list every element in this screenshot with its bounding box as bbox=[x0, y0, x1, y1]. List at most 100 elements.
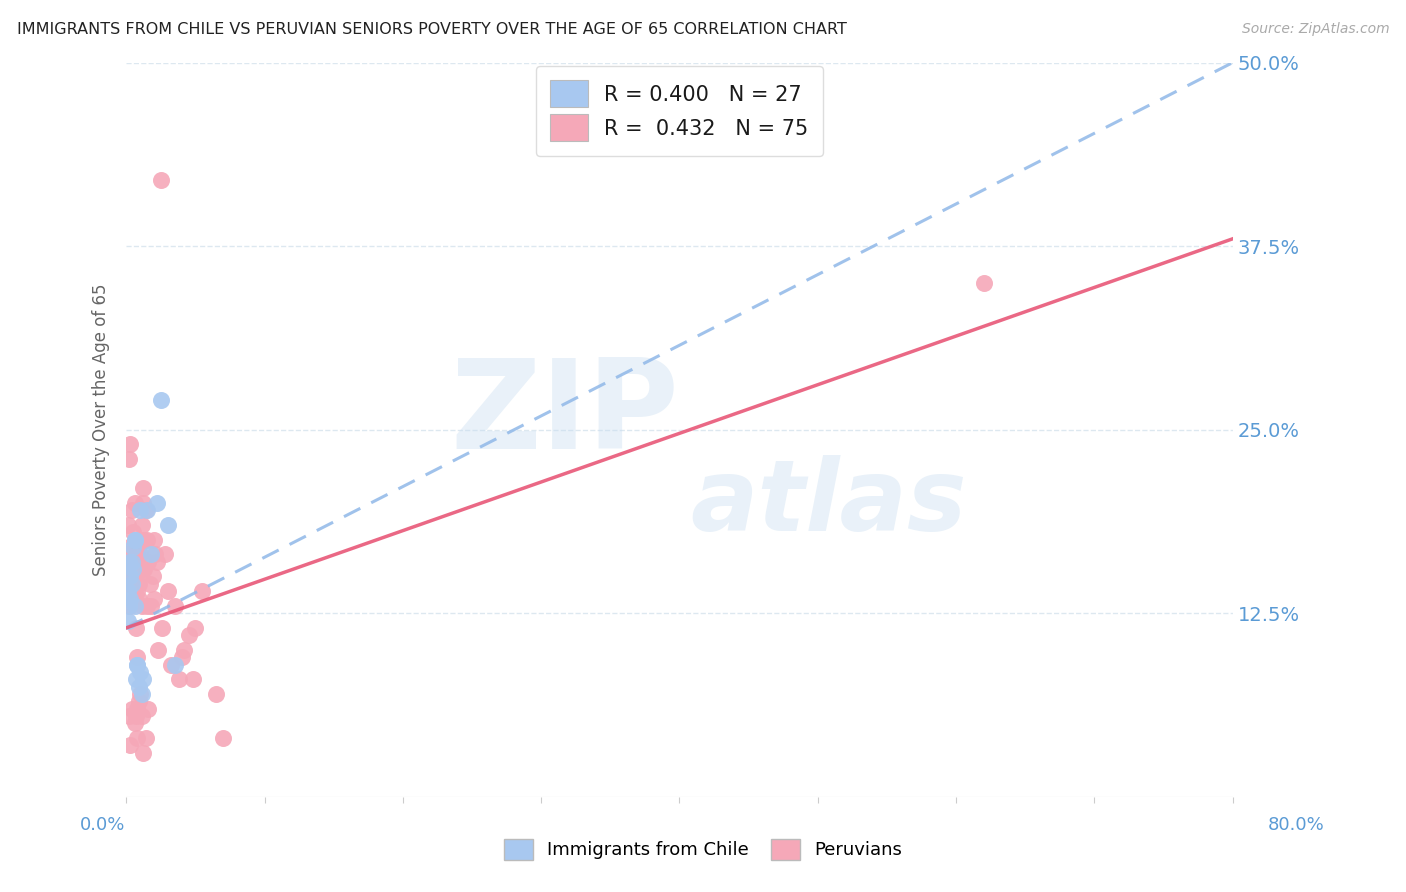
Point bbox=[121, 569, 143, 583]
Point bbox=[131, 687, 153, 701]
Point bbox=[127, 650, 149, 665]
Legend: Immigrants from Chile, Peruvians: Immigrants from Chile, Peruvians bbox=[496, 831, 910, 867]
Point bbox=[135, 731, 157, 745]
Point bbox=[132, 673, 155, 687]
Point bbox=[125, 673, 148, 687]
Point bbox=[117, 614, 139, 628]
Point bbox=[136, 503, 159, 517]
Point bbox=[121, 577, 143, 591]
Point bbox=[121, 555, 143, 569]
Point bbox=[127, 584, 149, 599]
Point bbox=[125, 709, 148, 723]
Point bbox=[136, 599, 159, 613]
Point bbox=[128, 591, 150, 606]
Point bbox=[135, 503, 157, 517]
Point bbox=[128, 694, 150, 708]
Point bbox=[143, 591, 166, 606]
Point bbox=[212, 731, 235, 745]
Point bbox=[122, 577, 145, 591]
Point bbox=[125, 540, 148, 554]
Point bbox=[129, 548, 152, 562]
Point bbox=[132, 482, 155, 496]
Point bbox=[128, 680, 150, 694]
Point bbox=[143, 548, 166, 562]
Point bbox=[156, 518, 179, 533]
Point bbox=[127, 701, 149, 715]
Point bbox=[124, 599, 146, 613]
Point bbox=[145, 555, 167, 569]
Point bbox=[129, 665, 152, 679]
Point bbox=[134, 533, 156, 547]
Point bbox=[973, 276, 995, 290]
Point bbox=[163, 599, 186, 613]
Point bbox=[118, 577, 141, 591]
Point bbox=[131, 518, 153, 533]
Point bbox=[117, 548, 139, 562]
Point bbox=[127, 731, 149, 745]
Point bbox=[122, 540, 145, 554]
Text: ZIP: ZIP bbox=[451, 354, 679, 475]
Point bbox=[145, 496, 167, 510]
Point bbox=[146, 643, 169, 657]
Point bbox=[122, 555, 145, 569]
Point bbox=[149, 393, 172, 408]
Point bbox=[128, 577, 150, 591]
Point bbox=[118, 709, 141, 723]
Point bbox=[141, 599, 163, 613]
Point bbox=[124, 533, 146, 547]
Point bbox=[117, 518, 139, 533]
Point bbox=[132, 496, 155, 510]
Point bbox=[118, 452, 141, 467]
Point bbox=[173, 643, 195, 657]
Point bbox=[120, 562, 142, 576]
Point bbox=[117, 584, 139, 599]
Point bbox=[141, 548, 163, 562]
Legend: R = 0.400   N = 27, R =  0.432   N = 75: R = 0.400 N = 27, R = 0.432 N = 75 bbox=[536, 66, 824, 156]
Point bbox=[122, 562, 145, 576]
Point bbox=[124, 716, 146, 731]
Point bbox=[120, 437, 142, 451]
Point bbox=[138, 701, 160, 715]
Point bbox=[156, 584, 179, 599]
Point bbox=[143, 533, 166, 547]
Point bbox=[124, 533, 146, 547]
Point bbox=[120, 739, 142, 753]
Point bbox=[131, 709, 153, 723]
Point bbox=[184, 621, 207, 635]
Point bbox=[122, 525, 145, 540]
Point bbox=[205, 687, 228, 701]
Point bbox=[124, 496, 146, 510]
Text: IMMIGRANTS FROM CHILE VS PERUVIAN SENIORS POVERTY OVER THE AGE OF 65 CORRELATION: IMMIGRANTS FROM CHILE VS PERUVIAN SENIOR… bbox=[17, 22, 846, 37]
Point bbox=[132, 746, 155, 760]
Point bbox=[125, 621, 148, 635]
Point bbox=[149, 173, 172, 187]
Point bbox=[177, 628, 200, 642]
Point bbox=[134, 562, 156, 576]
Point bbox=[159, 657, 181, 672]
Point bbox=[163, 657, 186, 672]
Text: Source: ZipAtlas.com: Source: ZipAtlas.com bbox=[1241, 22, 1389, 37]
Point bbox=[127, 548, 149, 562]
Point bbox=[127, 657, 149, 672]
Point bbox=[142, 569, 165, 583]
Point bbox=[129, 562, 152, 576]
Point bbox=[129, 687, 152, 701]
Point bbox=[181, 673, 204, 687]
Point bbox=[121, 701, 143, 715]
Point bbox=[170, 650, 193, 665]
Point bbox=[136, 533, 159, 547]
Y-axis label: Seniors Poverty Over the Age of 65: Seniors Poverty Over the Age of 65 bbox=[93, 284, 110, 576]
Text: atlas: atlas bbox=[690, 455, 967, 551]
Point bbox=[124, 562, 146, 576]
Point bbox=[118, 555, 141, 569]
Point bbox=[139, 577, 162, 591]
Point bbox=[129, 503, 152, 517]
Point bbox=[120, 599, 142, 613]
Point bbox=[118, 540, 141, 554]
Point bbox=[191, 584, 214, 599]
Point bbox=[125, 569, 148, 583]
Point bbox=[127, 657, 149, 672]
Text: 0.0%: 0.0% bbox=[80, 816, 125, 834]
Point bbox=[129, 533, 152, 547]
Point bbox=[120, 591, 142, 606]
